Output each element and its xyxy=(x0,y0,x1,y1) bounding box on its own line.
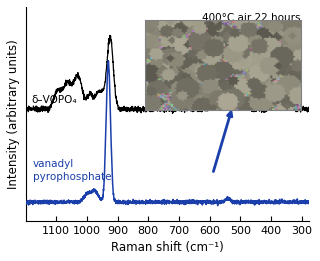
Text: vanadyl
pyrophosphate: vanadyl pyrophosphate xyxy=(33,159,112,182)
X-axis label: Raman shift (cm⁻¹): Raman shift (cm⁻¹) xyxy=(111,241,224,254)
Text: 400°C air 22 hours: 400°C air 22 hours xyxy=(202,13,301,23)
Text: δ–VOPO₄: δ–VOPO₄ xyxy=(32,95,77,105)
Y-axis label: Intensity (arbitrary units): Intensity (arbitrary units) xyxy=(7,39,20,189)
